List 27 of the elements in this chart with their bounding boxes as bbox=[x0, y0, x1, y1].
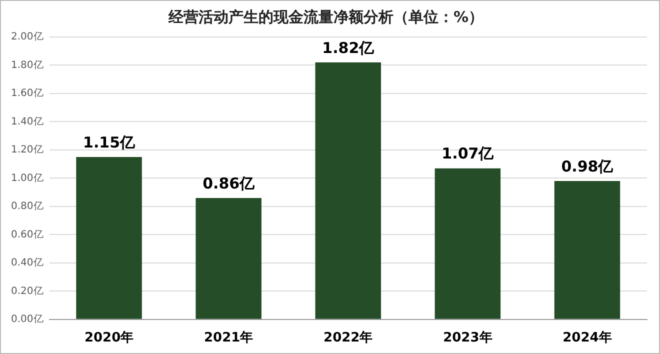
y-tick-label: 1.60亿 bbox=[11, 88, 44, 100]
bar bbox=[554, 181, 620, 319]
y-tick-label: 1.80亿 bbox=[11, 60, 44, 71]
y-tick-label: 0.60亿 bbox=[11, 229, 44, 240]
text: 1.82亿 bbox=[322, 38, 374, 57]
bar bbox=[76, 157, 142, 319]
y-tick-label: 0.20亿 bbox=[11, 286, 44, 297]
x-tick-label: 2022年 bbox=[324, 330, 373, 346]
y-tick-label: 1.40亿 bbox=[11, 116, 44, 128]
x-tick-label: 2024年 bbox=[562, 330, 612, 346]
text: 0.86亿 bbox=[202, 174, 255, 192]
x-tick-label: 2021年 bbox=[204, 330, 254, 346]
y-tick-label: 0.00亿 bbox=[11, 314, 44, 325]
y-tick-label: 1.00亿 bbox=[11, 172, 44, 184]
text: 1.07亿 bbox=[442, 144, 494, 163]
bar bbox=[315, 62, 382, 319]
x-tick-label: 2020年 bbox=[84, 330, 134, 346]
y-tick-label: 2.00亿 bbox=[11, 32, 44, 43]
text: 1.15亿 bbox=[83, 133, 136, 152]
chart-title: 经营活动产生的现金流量净额分析（单位：%） bbox=[167, 8, 484, 26]
y-tick-label: 0.40亿 bbox=[11, 258, 44, 269]
x-tick-label: 2023年 bbox=[443, 330, 492, 346]
bar bbox=[196, 198, 262, 319]
y-tick-label: 1.20亿 bbox=[11, 144, 44, 156]
y-tick-label: 0.80亿 bbox=[11, 201, 44, 212]
bar bbox=[434, 168, 501, 319]
text: 0.98亿 bbox=[561, 157, 614, 176]
